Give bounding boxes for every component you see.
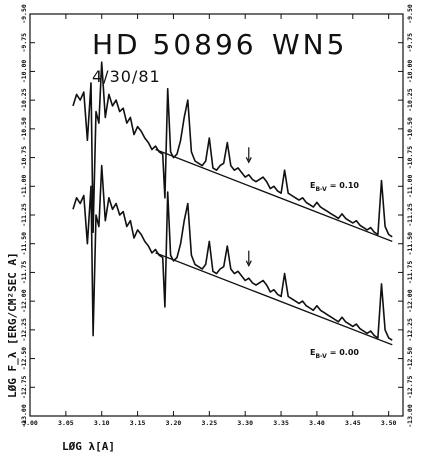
x-tick-label: 3.40 — [309, 419, 325, 427]
y-tick-label-right: -10.50 — [406, 117, 414, 141]
x-tick-label: 3.45 — [345, 419, 361, 427]
x-tick-label: 3.00 — [22, 419, 38, 427]
y-tick-label-right: -12.25 — [406, 318, 414, 342]
axis-ticks — [29, 13, 403, 417]
y-tick-label-right: -11.75 — [406, 261, 414, 285]
svg-text:EB-V= 0.10: EB-V = 0.10 — [310, 181, 359, 193]
y-tick-label-right: -11.00 — [406, 174, 414, 198]
y-tick-label-left: -10.75 — [20, 146, 28, 170]
y-tick-label-right: -9.75 — [406, 33, 414, 53]
fit-line-0 — [155, 148, 393, 243]
arrow-markers — [245, 147, 252, 268]
y-tick-label-left: -13.00 — [20, 404, 28, 428]
arrow-head-0 — [245, 157, 252, 164]
x-tick-label: 3.20 — [166, 419, 182, 427]
y-axis-label: LØG F_λ [ERG/CM²SEC A] — [6, 252, 19, 398]
series-label-0-sub: B-V — [315, 186, 327, 193]
fit-lines — [155, 148, 393, 346]
x-tick-label: 3.50 — [381, 419, 397, 427]
series-label-1-sub: B-V — [315, 353, 327, 360]
spectrum-line-0 — [72, 61, 393, 238]
y-tick-label-left: -12.50 — [20, 347, 28, 371]
y-tick-label-right: -10.75 — [406, 146, 414, 170]
y-tick-label-right: -12.50 — [406, 347, 414, 371]
y-tick-label-left: -10.00 — [20, 60, 28, 84]
series-label-0-main: E — [310, 181, 315, 190]
svg-text:EB-V= 0.00: EB-V = 0.00 — [310, 348, 359, 360]
x-tick-label: 3.05 — [58, 419, 74, 427]
x-tick-label: 3.30 — [237, 419, 253, 427]
series-group — [72, 61, 393, 341]
x-tick-label: 3.25 — [201, 419, 217, 427]
y-tick-label-right: -11.25 — [406, 203, 414, 227]
y-tick-label-right: -10.25 — [406, 88, 414, 112]
y-tick-label-right: -11.50 — [406, 232, 414, 256]
chart-title: HD 50896 — [92, 28, 257, 61]
y-tick-label-left: -9.75 — [20, 33, 28, 53]
series-label-1-main: E — [310, 348, 315, 357]
y-tick-label-left: -12.75 — [20, 375, 28, 399]
tick-labels: 3.00 3.05 3.10 3.15 3.20 3.25 3.30 3.35 3.40 3.45… — [20, 4, 414, 428]
observation-date: 4/30/81 — [92, 67, 161, 86]
series-label-0: EB-V = 0.10 — [310, 181, 359, 193]
y-tick-label-left: -10.25 — [20, 88, 28, 112]
y-tick-label-left: -9.50 — [20, 4, 28, 24]
y-tick-label-left: -11.00 — [20, 174, 28, 198]
y-tick-label-right: -12.75 — [406, 375, 414, 399]
y-tick-label-right: -13.00 — [406, 404, 414, 428]
spectrum-line-1 — [72, 164, 393, 341]
x-tick-label: 3.10 — [94, 419, 110, 427]
y-tick-label-left: -12.25 — [20, 318, 28, 342]
spectral-type: WN5 — [272, 28, 347, 61]
y-tick-label-left: -11.25 — [20, 203, 28, 227]
y-tick-label-left: -12.00 — [20, 289, 28, 313]
x-tick-label: 3.15 — [130, 419, 146, 427]
y-tick-label-right: -10.00 — [406, 60, 414, 84]
series-label-1-value: = 0.00 — [330, 348, 360, 357]
y-tick-label-right: -12.00 — [406, 289, 414, 313]
y-tick-label-left: -11.50 — [20, 232, 28, 256]
arrow-head-1 — [245, 260, 252, 268]
y-tick-label-left: -10.50 — [20, 117, 28, 141]
series-label-0-value: = 0.10 — [330, 181, 360, 190]
y-tick-label-left: -11.75 — [20, 261, 28, 285]
y-tick-label-right: -9.50 — [406, 4, 414, 24]
fit-line-1 — [155, 252, 393, 346]
x-axis-label: LØG λ[A] — [62, 440, 115, 453]
series-label-1: EB-V = 0.00 — [310, 348, 359, 360]
x-tick-label: 3.35 — [273, 419, 289, 427]
